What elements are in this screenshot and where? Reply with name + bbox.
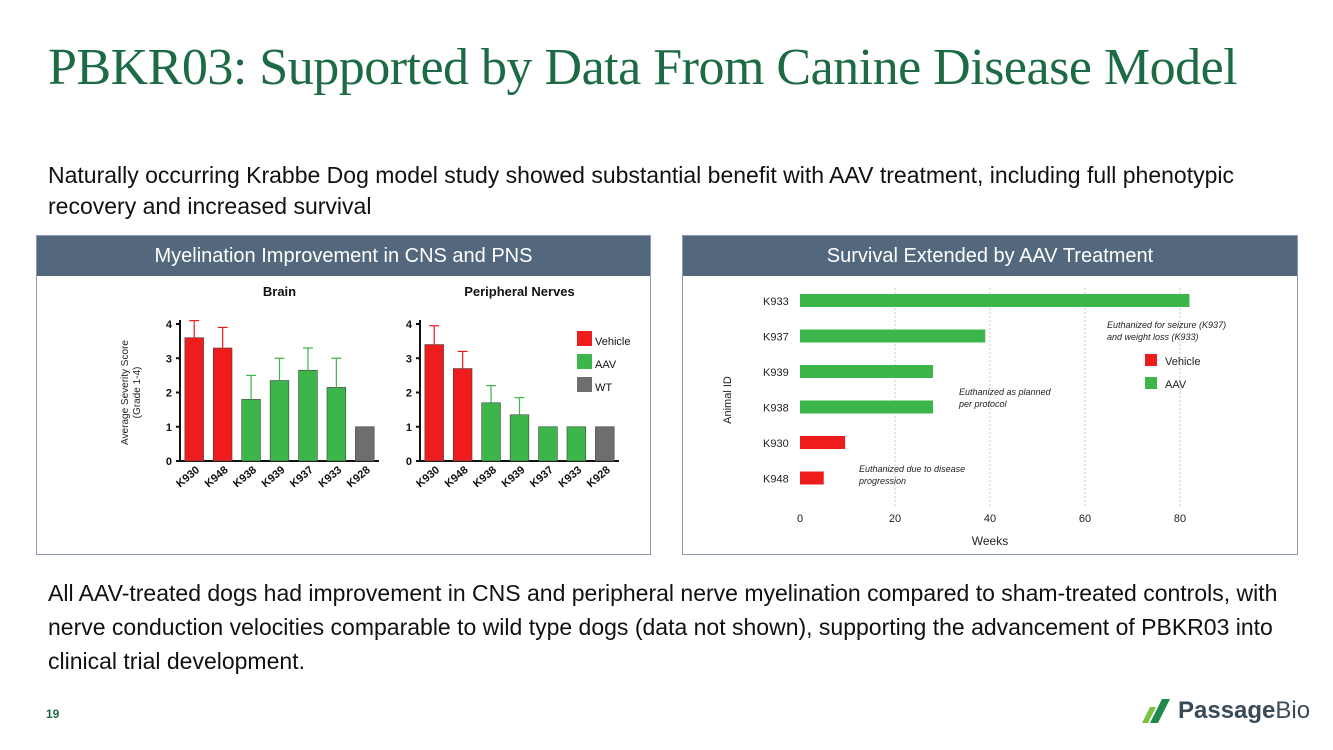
survival-ytick-label: K937	[763, 332, 789, 344]
pns-bar-k928	[595, 426, 615, 462]
survival-bar-k937	[800, 329, 986, 343]
survival-xtick-label: 40	[984, 513, 996, 525]
pns-xtick-label: K933	[556, 464, 584, 490]
intro-text: Naturally occurring Krabbe Dog model stu…	[48, 162, 1235, 219]
pns-bar-k939	[509, 414, 530, 462]
brain-ylabel-line2: (Grade 1-4)	[132, 367, 143, 419]
conclusion-text: All AAV-treated dogs had improvement in …	[48, 580, 1278, 674]
pns-bar-k937	[538, 426, 558, 462]
pns-xtick-label: K939	[500, 464, 528, 490]
brain-title: Brain	[263, 284, 296, 299]
pns-title: Peripheral Nerves	[464, 284, 575, 299]
survival-annotation-1-line1: Euthanized for seizure (K937)	[1107, 320, 1226, 330]
brain-ytick-label: 4	[166, 319, 173, 331]
survival-ylabel: Animal ID	[722, 376, 734, 424]
survival-xtick-label: 80	[1174, 513, 1186, 525]
survival-legend-swatch-aav	[1145, 377, 1157, 389]
legend-label-vehicle: Vehicle	[595, 336, 630, 348]
survival-xtick-label: 20	[889, 513, 901, 525]
brain-bar-k928	[355, 426, 375, 462]
passage-bio-logo: PassageBio	[1140, 697, 1310, 725]
passage-bio-logo-icon	[1142, 699, 1170, 723]
survival-annotation-3-line1: Euthanized due to disease	[859, 464, 965, 474]
brain-bar-k948	[212, 347, 233, 462]
brain-ylabel: Average Severity Score	[120, 340, 131, 445]
legend-swatch-wt	[577, 377, 592, 392]
brain-bar-k938	[241, 399, 261, 462]
brain-ytick-label: 0	[166, 456, 172, 468]
survival-legend-label-vehicle: Vehicle	[1165, 356, 1200, 368]
pns-xtick-label: K930	[414, 464, 442, 490]
pns-ytick-label: 2	[406, 388, 412, 400]
brain-bar-k930	[184, 337, 204, 462]
legend-swatch-vehicle	[577, 331, 592, 346]
survival-annotation-1-line2: and weight loss (K933)	[1107, 332, 1199, 342]
pns-ytick-label: 0	[406, 456, 412, 468]
brain-ytick-label: 2	[166, 388, 172, 400]
legend-swatch-aav	[577, 354, 592, 369]
survival-panel-header: Survival Extended by AAV Treatment	[683, 236, 1297, 276]
survival-legend-label-aav: AAV	[1165, 379, 1187, 391]
survival-bar-k948	[800, 471, 824, 485]
myelination-panel-header: Myelination Improvement in CNS and PNS	[37, 236, 650, 276]
brain-ytick-label: 1	[166, 422, 172, 434]
survival-annotation-2-line2: per protocol	[958, 399, 1008, 409]
logo-text-passage: Passage	[1178, 697, 1276, 724]
brain-xtick-label: K939	[260, 464, 288, 490]
logo-wordmark: PassageBio	[1178, 697, 1310, 725]
survival-ytick-label: K948	[763, 474, 789, 486]
myelination-panel: Myelination Improvement in CNS and PNS B…	[36, 235, 651, 555]
survival-ytick-label: K938	[763, 403, 789, 415]
survival-panel: Survival Extended by AAV Treatment 0 20 40…	[682, 235, 1298, 555]
brain-bar-k937	[298, 369, 318, 462]
pns-bar-k948	[452, 368, 473, 462]
brain-bar-k933	[326, 387, 347, 462]
survival-ytick-label: K933	[763, 296, 789, 308]
survival-xlabel: Weeks	[972, 534, 1008, 548]
pns-xtick-label: K938	[471, 464, 499, 490]
brain-ylabel-group: Average Severity Score (Grade 1-4)	[120, 340, 143, 445]
brain-xtick-label: K948	[203, 464, 231, 490]
survival-bar-k933	[800, 294, 1190, 307]
survival-annotation-3-line2: progression	[858, 476, 906, 486]
brain-xtick-label: K928	[345, 464, 373, 490]
brain-xtick-label: K937	[288, 464, 316, 490]
survival-bar-k930	[800, 436, 846, 449]
pns-ytick-label: 3	[406, 353, 412, 365]
survival-xtick-label: 0	[797, 513, 803, 525]
page-number: 19	[46, 707, 60, 721]
survival-legend-swatch-vehicle	[1145, 354, 1157, 366]
pns-xtick-label: K937	[528, 464, 556, 490]
survival-ytick-label: K939	[763, 367, 789, 379]
pns-xtick-label: K948	[443, 464, 471, 490]
myelination-charts: Brain Average Severity Score (Grade 1-4) 0 1…	[120, 284, 630, 490]
pns-bar-k938	[481, 402, 501, 462]
survival-bar-k939	[800, 365, 933, 378]
brain-ytick-label: 3	[166, 353, 172, 365]
legend-label-aav: AAV	[595, 359, 617, 371]
page-title: PBKR03: Supported by Data From Canine Di…	[48, 39, 1238, 96]
pns-ytick-label: 1	[406, 422, 412, 434]
pns-xtick-label: K928	[585, 464, 613, 490]
brain-xtick-label: K938	[231, 464, 259, 490]
brain-bar-k939	[269, 380, 290, 462]
legend-label-wt: WT	[595, 382, 612, 394]
brain-xtick-label: K930	[174, 464, 202, 490]
logo-text-bio: Bio	[1275, 697, 1311, 724]
brain-xtick-label: K933	[316, 464, 344, 490]
survival-chart: 0 20 40 60 80 K933 K937 K939 K938 K930 K948 Weeks An…	[722, 288, 1226, 548]
pns-ytick-label: 4	[406, 319, 413, 331]
survival-annotation-2-line1: Euthanized as planned	[959, 387, 1052, 397]
survival-xtick-label: 60	[1079, 513, 1091, 525]
pns-bar-k933	[566, 426, 587, 462]
survival-bar-k938	[800, 400, 933, 414]
pns-bar-k930	[424, 344, 444, 462]
survival-ytick-label: K930	[763, 438, 789, 450]
